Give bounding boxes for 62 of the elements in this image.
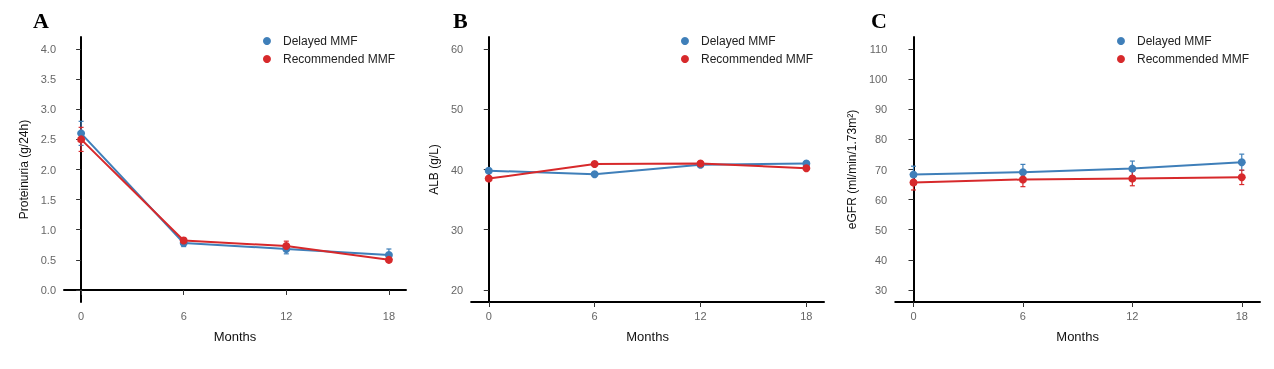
chart-title: C (871, 7, 887, 33)
x-tick-label: 12 (1126, 309, 1139, 322)
point (384, 255, 393, 264)
x-tick-label: 0 (910, 309, 917, 322)
point (802, 164, 811, 173)
x-tick-label: 6 (591, 309, 598, 322)
legend-label: Delayed MMF (1136, 34, 1212, 48)
y-tick-label: 100 (868, 73, 888, 86)
x-axis-title: Months (213, 329, 257, 344)
x-tick-label: 12 (280, 309, 293, 322)
x-tick-label: 6 (1019, 309, 1026, 322)
x-axis-title: Months (1056, 329, 1100, 344)
y-tick-label: 110 (869, 43, 888, 56)
y-tick-label: 60 (875, 193, 888, 206)
y-tick-label: 30 (450, 223, 464, 236)
y-tick-label: 50 (875, 223, 888, 236)
y-tick-label: 1.5 (40, 193, 56, 206)
x-tick-label: 12 (694, 309, 707, 322)
x-axis-title: Months (626, 329, 670, 344)
legend-label: Recommended MMF (282, 52, 395, 66)
y-tick-label: 80 (875, 133, 888, 146)
y-tick-label: 40 (450, 163, 464, 176)
point (1018, 175, 1027, 184)
point (484, 174, 493, 183)
legend-label: Recommended MMF (700, 52, 813, 66)
x-tick-label: 6 (180, 309, 187, 322)
x-tick-label: 18 (1235, 309, 1248, 322)
y-axis-title: eGFR (ml/min/1.73m²) (845, 109, 859, 230)
y-tick-label: 1.0 (40, 223, 56, 236)
y-tick-label: 3.5 (40, 73, 56, 86)
y-tick-label: 90 (875, 103, 888, 116)
legend-label: Delayed MMF (282, 34, 358, 48)
y-tick-label: 2.0 (40, 163, 56, 176)
x-tick-label: 18 (800, 309, 813, 322)
y-tick-label: 4.0 (40, 43, 56, 56)
y-tick-label: 40 (875, 253, 888, 266)
y-tick-label: 3.0 (40, 103, 56, 116)
x-tick-label: 0 (485, 309, 492, 322)
x-tick-label: 0 (78, 309, 85, 322)
y-tick-label: 50 (450, 103, 464, 116)
point (909, 170, 918, 179)
legend-label: Recommended MMF (1136, 52, 1249, 66)
point (590, 170, 599, 179)
legend-label: Delayed MMF (700, 34, 776, 48)
point (1237, 173, 1246, 182)
y-tick-label: 30 (875, 283, 888, 296)
y-axis-title: Proteinuria (g/24h) (16, 119, 31, 220)
y-tick-label: 20 (450, 283, 464, 296)
point (590, 160, 599, 169)
y-tick-label: 60 (450, 43, 464, 56)
chart-title: B (453, 7, 468, 33)
point (1237, 158, 1246, 167)
point (1018, 168, 1027, 177)
y-tick-label: 0.5 (40, 253, 56, 266)
y-axis-title: ALB (g/L) (427, 144, 441, 195)
y-tick-label: 2.5 (40, 133, 56, 146)
chart-title: A (33, 7, 49, 33)
point (909, 178, 918, 187)
point (484, 166, 493, 175)
x-tick-label: 18 (382, 309, 396, 322)
y-tick-label: 0.0 (40, 283, 56, 296)
y-tick-label: 70 (875, 163, 888, 176)
